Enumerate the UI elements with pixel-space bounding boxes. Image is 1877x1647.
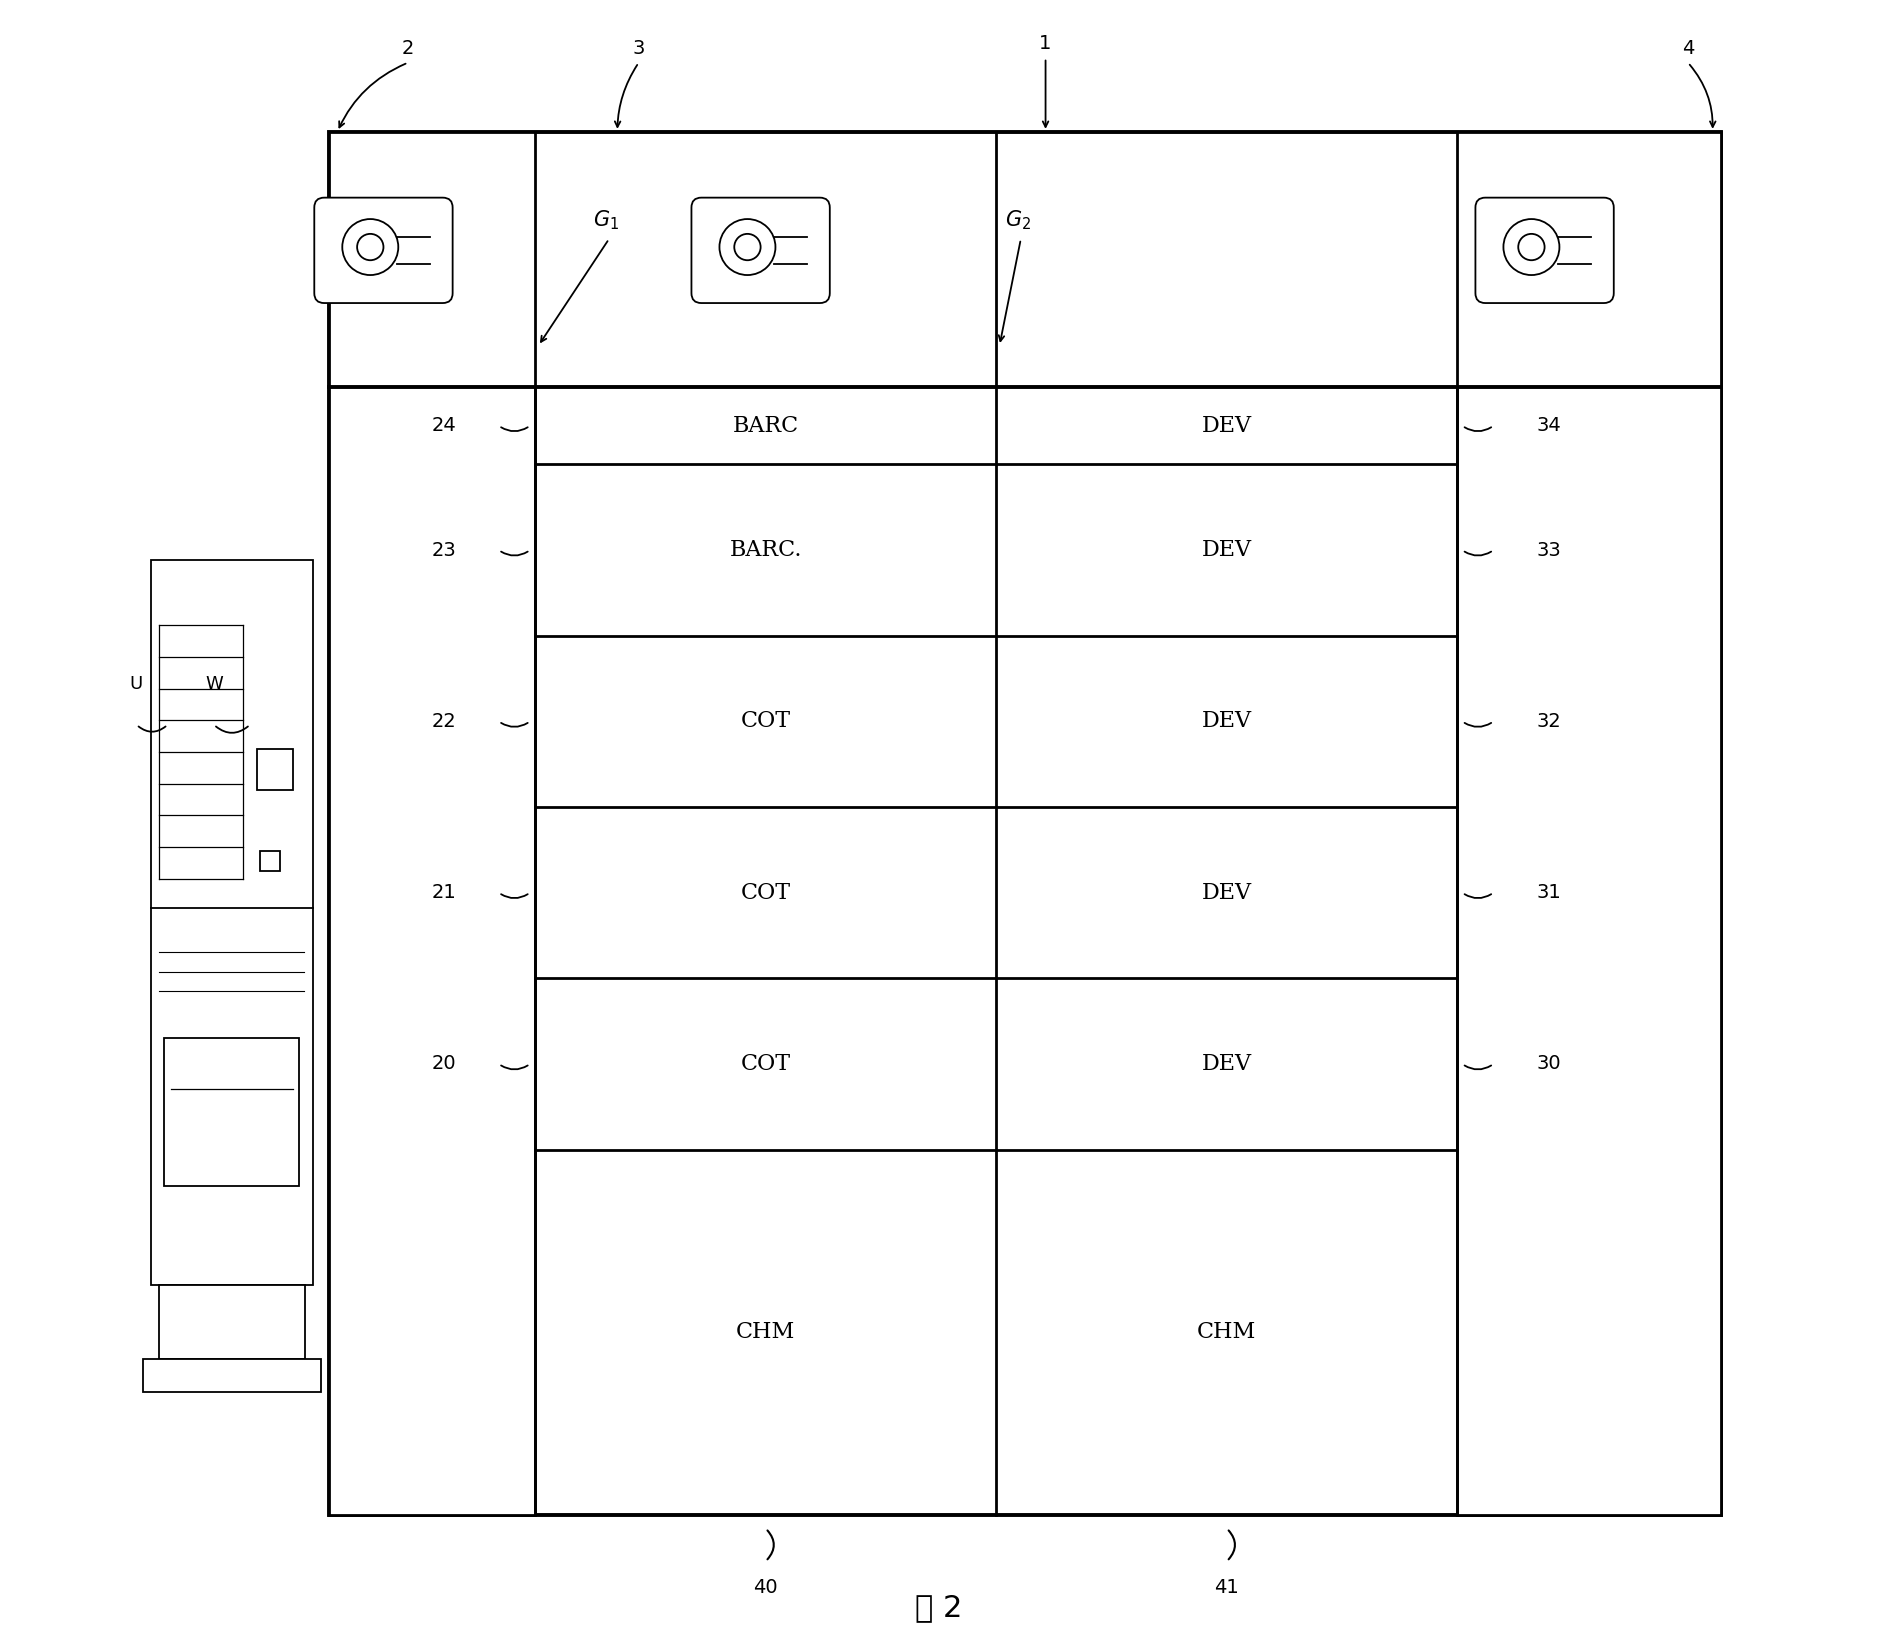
Text: 3: 3 [633, 38, 646, 58]
FancyBboxPatch shape [691, 198, 830, 303]
FancyBboxPatch shape [313, 198, 452, 303]
Text: 32: 32 [1537, 712, 1562, 731]
Text: DEV: DEV [1201, 1052, 1252, 1075]
Text: DEV: DEV [1201, 710, 1252, 733]
Text: $G_1$: $G_1$ [593, 209, 619, 232]
Bar [259, 850, 280, 871]
Bar [165, 1038, 300, 1186]
Text: BARC.: BARC. [730, 539, 801, 562]
Text: 31: 31 [1537, 883, 1562, 903]
Text: BARC: BARC [732, 415, 798, 436]
Text: U: U [130, 675, 143, 692]
Text: 图 2: 图 2 [914, 1593, 963, 1622]
Text: 34: 34 [1537, 417, 1562, 435]
Text: COT: COT [741, 710, 790, 733]
Text: COT: COT [741, 1052, 790, 1075]
Text: $G_2$: $G_2$ [1004, 209, 1030, 232]
Text: 20: 20 [432, 1054, 456, 1074]
Bar [152, 560, 313, 1285]
Text: COT: COT [741, 881, 790, 904]
Text: 22: 22 [432, 712, 456, 731]
Text: 40: 40 [753, 1578, 777, 1598]
Text: DEV: DEV [1201, 415, 1252, 436]
Text: 41: 41 [1214, 1578, 1239, 1598]
Bar [257, 749, 293, 791]
Text: 23: 23 [432, 540, 456, 560]
Text: DEV: DEV [1201, 539, 1252, 562]
Bar [328, 132, 1721, 1515]
Text: DEV: DEV [1201, 881, 1252, 904]
Bar [1457, 132, 1721, 1515]
Text: 4: 4 [1682, 38, 1695, 58]
Text: 24: 24 [432, 417, 456, 435]
Text: CHM: CHM [1198, 1321, 1256, 1344]
Text: 1: 1 [1040, 33, 1051, 53]
Text: 21: 21 [432, 883, 456, 903]
Text: CHM: CHM [736, 1321, 796, 1344]
Bar [143, 1359, 321, 1392]
Bar [160, 1285, 304, 1359]
Text: 2: 2 [402, 38, 415, 58]
Bar [328, 132, 535, 1515]
Text: W: W [205, 675, 223, 692]
Text: 33: 33 [1537, 540, 1562, 560]
Text: 30: 30 [1537, 1054, 1562, 1074]
FancyBboxPatch shape [1475, 198, 1614, 303]
